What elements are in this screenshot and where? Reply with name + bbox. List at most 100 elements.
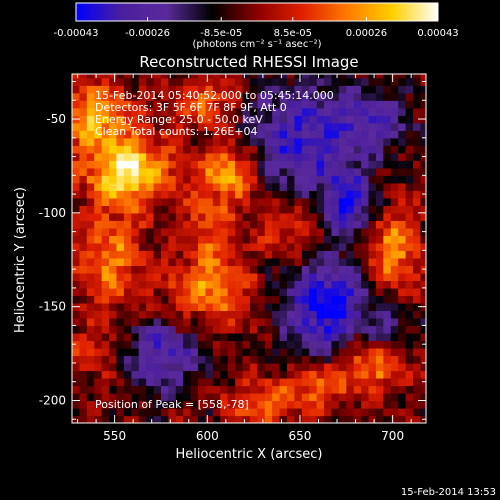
heatmap-cell — [94, 77, 103, 86]
heatmap-cell — [375, 295, 384, 304]
heatmap-cell — [368, 205, 377, 214]
heatmap-cell — [242, 197, 251, 206]
heatmap-cell — [123, 92, 132, 101]
heatmap-cell — [198, 362, 207, 372]
heatmap-cell — [420, 250, 426, 259]
heatmap-cell — [301, 92, 310, 101]
heatmap-cell — [272, 392, 281, 402]
heatmap-cell — [72, 235, 81, 244]
heatmap-cell — [353, 407, 362, 417]
heatmap-cell — [375, 250, 384, 259]
heatmap-cell — [368, 347, 377, 357]
heatmap-cell — [346, 175, 355, 184]
heatmap-cell — [227, 77, 236, 86]
heatmap-cell — [405, 407, 414, 417]
heatmap-cell — [405, 137, 414, 146]
heatmap-cell — [390, 167, 399, 176]
heatmap-cell — [257, 400, 266, 409]
heatmap-cell — [79, 77, 88, 86]
heatmap-cell — [86, 137, 95, 146]
heatmap-cell — [146, 347, 155, 357]
heatmap-cell — [101, 287, 110, 297]
heatmap-cell — [324, 415, 333, 423]
heatmap-cell — [383, 160, 392, 169]
heatmap-cell — [205, 370, 214, 379]
heatmap-cell — [301, 160, 310, 169]
heatmap-cell — [109, 190, 118, 199]
heatmap-cell — [331, 77, 340, 86]
heatmap-cell — [94, 197, 103, 206]
heatmap-cell — [86, 130, 95, 139]
heatmap-cell — [220, 250, 229, 259]
heatmap-cell — [264, 122, 273, 131]
heatmap-cell — [338, 415, 347, 423]
heatmap-cell — [160, 385, 169, 394]
heatmap-cell — [309, 265, 318, 274]
heatmap-cell — [131, 107, 140, 116]
heatmap-cell — [146, 227, 155, 236]
heatmap-cell — [413, 302, 422, 312]
heatmap-cell — [301, 272, 310, 281]
heatmap-cell — [86, 250, 95, 259]
heatmap-cell — [131, 317, 140, 327]
heatmap-cell — [368, 160, 377, 169]
heatmap-cell — [398, 137, 407, 146]
heatmap-cell — [116, 175, 125, 184]
heatmap-cell — [175, 377, 184, 387]
heatmap-cell — [190, 227, 199, 236]
heatmap-cell — [331, 287, 340, 297]
heatmap-cell — [301, 122, 310, 131]
heatmap-cell — [79, 175, 88, 184]
heatmap-cell — [212, 190, 221, 199]
heatmap-cell — [294, 317, 303, 327]
heatmap-cell — [205, 265, 214, 274]
heatmap-cell — [138, 182, 147, 191]
heatmap-cell — [279, 220, 288, 229]
heatmap-cell — [420, 235, 426, 244]
heatmap-cell — [353, 235, 362, 244]
heatmap-cell — [346, 257, 355, 266]
heatmap-cell — [346, 295, 355, 304]
heatmap-cell — [398, 325, 407, 334]
heatmap-cell — [242, 332, 251, 342]
heatmap-cell — [175, 332, 184, 342]
heatmap-cell — [160, 407, 169, 417]
heatmap-cell — [390, 175, 399, 184]
heatmap-cell — [86, 220, 95, 229]
heatmap-cell — [286, 182, 295, 191]
heatmap-cell — [235, 272, 244, 281]
heatmap-cell — [413, 190, 422, 199]
heatmap-cell — [390, 205, 399, 214]
heatmap-cell — [94, 220, 103, 229]
heatmap-cell — [324, 370, 333, 379]
heatmap-cell — [398, 92, 407, 101]
heatmap-cell — [131, 355, 140, 364]
heatmap-cell — [227, 167, 236, 176]
heatmap-cell — [368, 302, 377, 312]
heatmap-cell — [257, 74, 266, 79]
heatmap-cell — [212, 212, 221, 221]
heatmap-cell — [175, 227, 184, 236]
heatmap-cell — [94, 257, 103, 266]
heatmap-cell — [249, 92, 258, 101]
heatmap-cell — [175, 100, 184, 109]
heatmap-cell — [279, 362, 288, 372]
heatmap-cell — [198, 392, 207, 402]
heatmap-cell — [86, 287, 95, 297]
heatmap-cell — [79, 302, 88, 312]
heatmap-cell — [398, 115, 407, 124]
heatmap-cell — [138, 407, 147, 417]
heatmap-cell — [131, 392, 140, 402]
heatmap-cell — [413, 77, 422, 86]
heatmap-cell — [123, 130, 132, 139]
heatmap-cell — [198, 85, 207, 94]
heatmap-cell — [94, 295, 103, 304]
heatmap-cell — [131, 272, 140, 281]
heatmap-cell — [101, 332, 110, 342]
heatmap-cell — [346, 160, 355, 169]
heatmap-cell — [212, 332, 221, 342]
heatmap-cell — [353, 115, 362, 124]
heatmap-cell — [79, 130, 88, 139]
heatmap-cell — [249, 400, 258, 409]
heatmap-cell — [86, 145, 95, 154]
